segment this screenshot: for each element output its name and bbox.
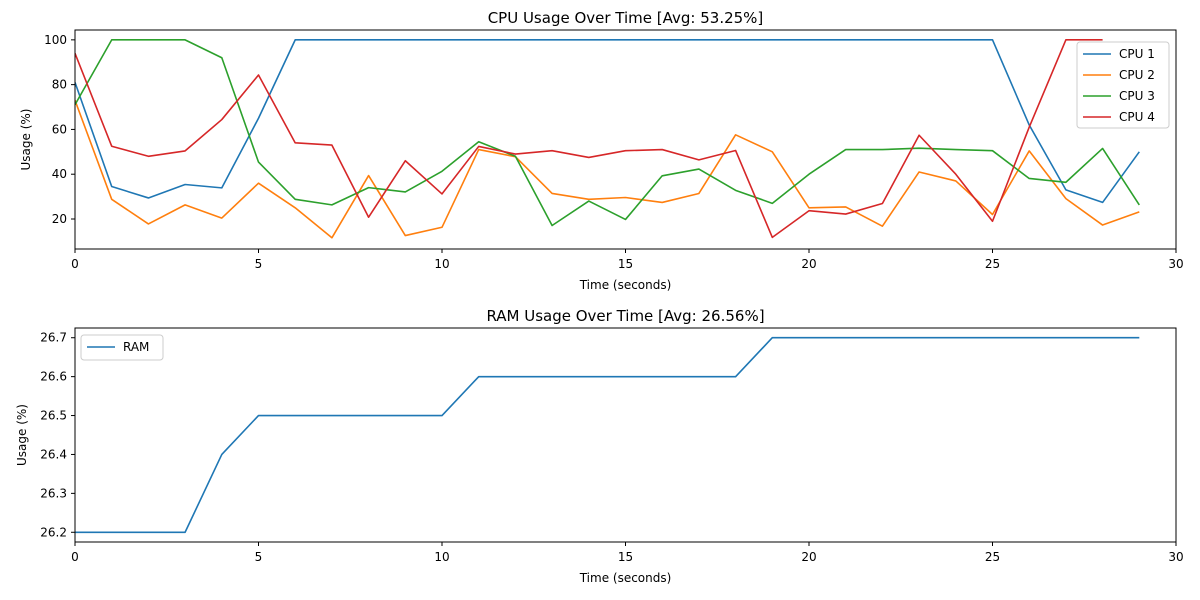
plot-area	[75, 39, 1140, 239]
x-tick-label: 25	[985, 550, 1000, 564]
y-tick-label: 100	[44, 33, 67, 47]
series-line-cpu-1	[75, 39, 1140, 204]
x-tick-label: 10	[434, 550, 449, 564]
x-tick-label: 5	[255, 550, 263, 564]
legend-label: CPU 1	[1119, 47, 1155, 61]
x-tick-label: 5	[255, 257, 263, 271]
y-tick-label: 26.6	[40, 370, 67, 384]
y-tick-label: 40	[52, 167, 67, 181]
legend-box	[1076, 41, 1170, 129]
x-tick-label: 30	[1168, 257, 1183, 271]
x-axis-label: Time (seconds)	[579, 571, 672, 585]
y-tick-label: 26.4	[40, 447, 67, 461]
y-axis-label: Usage (%)	[19, 109, 33, 171]
series-line-ram	[75, 336, 1140, 534]
x-tick-label: 15	[618, 550, 633, 564]
legend-label: CPU 2	[1119, 68, 1155, 82]
series-line-cpu-2	[75, 100, 1140, 239]
cpu-usage-chart: CPU Usage Over Time [Avg: 53.25%] 0 5 10 15 2…	[19, 9, 1184, 292]
x-tick-label: 25	[985, 257, 1000, 271]
legend-box	[80, 334, 164, 361]
y-tick-label: 60	[52, 122, 67, 136]
ram-usage-chart: RAM Usage Over Time [Avg: 26.56%] 0 5 10 15 2…	[15, 307, 1184, 585]
axes-frame	[74, 29, 1177, 250]
x-tick-label: 15	[618, 257, 633, 271]
legend-label: RAM	[123, 340, 149, 354]
y-axis-label: Usage (%)	[15, 404, 29, 466]
y-tick-label: 26.2	[40, 525, 67, 539]
x-tick-label: 10	[434, 257, 449, 271]
legend: CPU 1 CPU 2 CPU 3 CPU 4	[1076, 41, 1170, 129]
x-tick-label: 0	[71, 550, 79, 564]
x-tick-label: 0	[71, 257, 79, 271]
series-line-cpu-3	[75, 39, 1140, 227]
legend: RAM	[80, 334, 164, 361]
chart-title: RAM Usage Over Time [Avg: 26.56%]	[486, 307, 764, 325]
y-tick-label: 80	[52, 78, 67, 92]
y-tick-label: 20	[52, 212, 67, 226]
y-tick-label: 26.3	[40, 486, 67, 500]
chart-title: CPU Usage Over Time [Avg: 53.25%]	[488, 9, 764, 27]
x-tick-label: 20	[801, 257, 816, 271]
y-tick-label: 26.7	[40, 331, 67, 345]
x-tick-label: 30	[1168, 550, 1183, 564]
legend-label: CPU 4	[1119, 110, 1155, 124]
x-tick-label: 20	[801, 550, 816, 564]
plot-area	[75, 336, 1140, 534]
x-axis-label: Time (seconds)	[579, 278, 672, 292]
series-line-cpu-4	[75, 39, 1103, 239]
legend-label: CPU 3	[1119, 89, 1155, 103]
y-tick-label: 26.5	[40, 409, 67, 423]
